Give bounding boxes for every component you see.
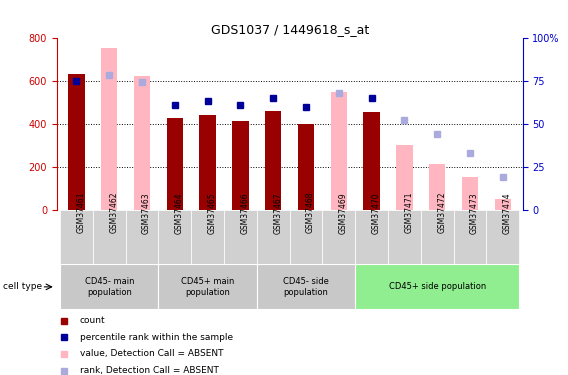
Text: GSM37464: GSM37464: [175, 192, 184, 234]
Text: GSM37468: GSM37468: [306, 192, 315, 234]
Bar: [257, 210, 290, 264]
Bar: [298, 124, 314, 210]
Bar: [257, 264, 355, 309]
Bar: [134, 76, 151, 210]
Text: CD45+ main
population: CD45+ main population: [181, 277, 235, 297]
Bar: [101, 48, 118, 210]
Bar: [158, 264, 257, 309]
Text: GSM37465: GSM37465: [208, 192, 216, 234]
Bar: [331, 93, 347, 210]
Bar: [224, 210, 257, 264]
Bar: [191, 210, 224, 264]
Text: GSM37474: GSM37474: [503, 192, 512, 234]
Text: rank, Detection Call = ABSENT: rank, Detection Call = ABSENT: [80, 366, 219, 375]
Bar: [355, 210, 388, 264]
Bar: [166, 118, 183, 210]
Text: GSM37472: GSM37472: [437, 192, 446, 234]
Bar: [60, 264, 158, 309]
Bar: [486, 210, 519, 264]
Bar: [396, 146, 413, 210]
Bar: [290, 210, 323, 264]
Bar: [199, 115, 216, 210]
Bar: [355, 264, 519, 309]
Text: GSM37461: GSM37461: [77, 192, 85, 234]
Text: GSM37470: GSM37470: [371, 192, 381, 234]
Bar: [158, 210, 191, 264]
Bar: [495, 199, 511, 210]
Bar: [232, 120, 249, 210]
Bar: [421, 210, 454, 264]
Text: value, Detection Call = ABSENT: value, Detection Call = ABSENT: [80, 350, 223, 358]
Text: GSM37463: GSM37463: [142, 192, 151, 234]
Text: GSM37471: GSM37471: [404, 192, 414, 234]
Text: GSM37469: GSM37469: [339, 192, 348, 234]
Text: GSM37466: GSM37466: [240, 192, 249, 234]
Bar: [93, 210, 126, 264]
Bar: [454, 210, 486, 264]
Text: GSM37467: GSM37467: [273, 192, 282, 234]
Bar: [462, 177, 478, 210]
Text: CD45- side
population: CD45- side population: [283, 277, 329, 297]
Bar: [388, 210, 421, 264]
Text: GSM37473: GSM37473: [470, 192, 479, 234]
Bar: [68, 74, 85, 210]
Title: GDS1037 / 1449618_s_at: GDS1037 / 1449618_s_at: [211, 23, 369, 36]
Text: CD45+ side population: CD45+ side population: [389, 282, 486, 291]
Text: CD45- main
population: CD45- main population: [85, 277, 134, 297]
Text: GSM37462: GSM37462: [109, 192, 118, 234]
Bar: [429, 164, 445, 210]
Text: count: count: [80, 316, 106, 325]
Bar: [265, 111, 282, 210]
Text: cell type: cell type: [3, 282, 42, 291]
Bar: [364, 112, 380, 210]
Bar: [60, 210, 93, 264]
Bar: [323, 210, 355, 264]
Bar: [126, 210, 158, 264]
Text: percentile rank within the sample: percentile rank within the sample: [80, 333, 233, 342]
